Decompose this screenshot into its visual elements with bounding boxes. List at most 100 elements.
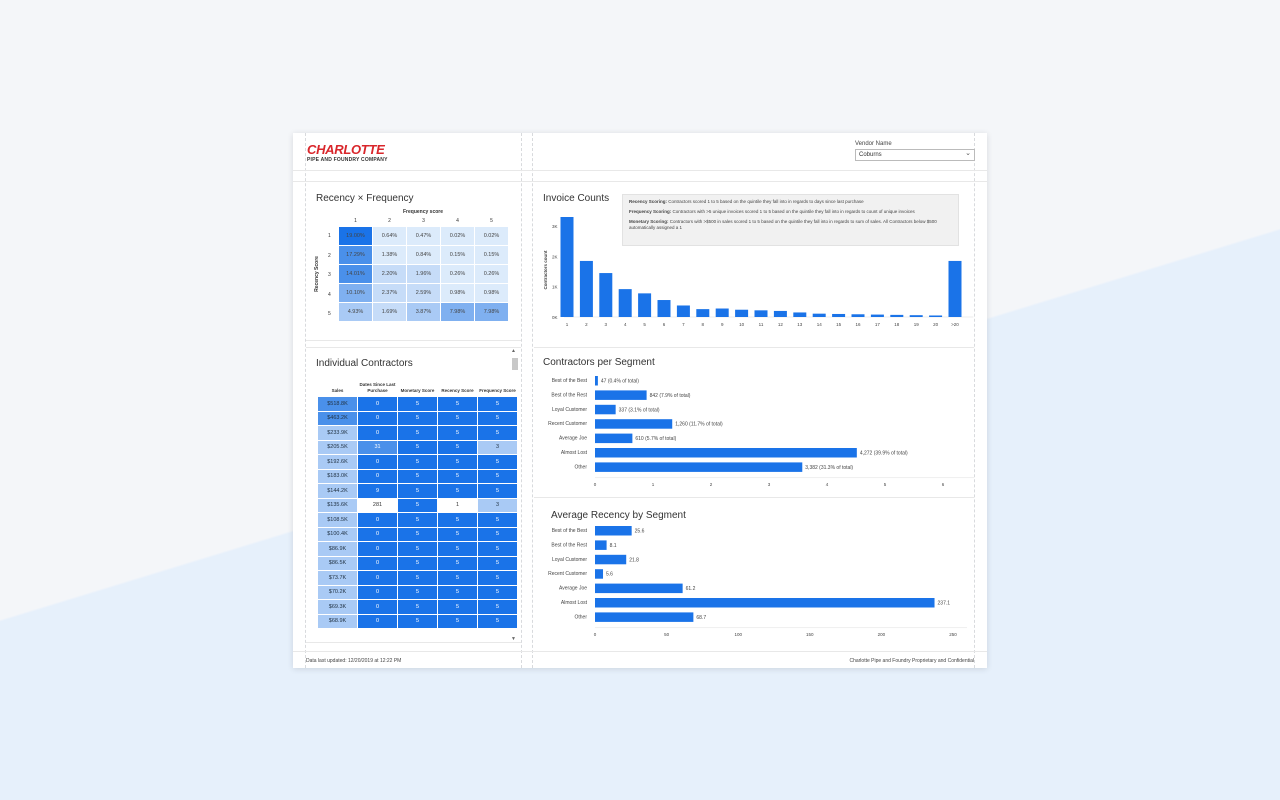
table-cell: 281 xyxy=(358,498,397,512)
table-row[interactable]: $518.8K 0 5 5 5 xyxy=(318,397,517,411)
table-cell: 5 xyxy=(438,542,477,556)
table-row[interactable]: $86.5K 0 5 5 5 xyxy=(318,556,517,570)
invoice-bar xyxy=(638,293,652,317)
invoice-bar xyxy=(870,314,884,317)
segment-bar xyxy=(595,404,616,415)
table-row[interactable]: $108.5K 0 5 5 5 xyxy=(318,513,517,527)
scoring-note-title: Monetary Scoring: xyxy=(629,219,669,224)
heatmap-cell: 0.98% xyxy=(475,284,508,302)
heatmap-row-label: 3 xyxy=(328,272,331,278)
table-cell: 5 xyxy=(438,484,477,498)
table-row[interactable]: $69.3K 0 5 5 5 xyxy=(318,600,517,614)
table-cell: 31 xyxy=(358,440,397,454)
guide-line xyxy=(974,133,975,668)
heatmap-cell: 2.59% xyxy=(407,284,440,302)
table-cell: 5 xyxy=(398,498,437,512)
chevron-down-icon[interactable]: ⌄ xyxy=(965,150,971,157)
x-tick-label: 250 xyxy=(949,632,957,637)
table-cell: 5 xyxy=(438,411,477,425)
category-label: Loyal Customer xyxy=(552,557,587,563)
panel-title: Invoice Counts xyxy=(543,193,610,204)
invoice-bar xyxy=(618,289,632,317)
heatmap-row: 14.01% 2.20% 1.96% 0.26% 0.26% xyxy=(339,265,508,283)
x-tick-label: 150 xyxy=(806,632,814,637)
recency-frequency-panel: Recency × Frequency Frequency score 1 2 3 4… xyxy=(306,183,521,341)
invoice-bar xyxy=(773,310,787,317)
heatmap-cell: 0.84% xyxy=(407,246,440,264)
vendor-select[interactable]: Coburns ⌄ xyxy=(855,149,975,161)
footer-divider xyxy=(293,651,987,652)
table-cell: 5 xyxy=(398,571,437,585)
scoring-note-text: Contractors with >5 unique invoices scor… xyxy=(671,209,915,214)
y-tick-label: 0K xyxy=(552,315,558,320)
segment-bar xyxy=(595,612,694,622)
table-cell: $73.7K xyxy=(318,571,357,585)
column-header[interactable]: Recency Score xyxy=(441,388,474,393)
column-header[interactable]: Monetary Score xyxy=(400,388,435,393)
table-cell: 5 xyxy=(438,585,477,599)
table-scrollbar[interactable]: ▲ ▼ xyxy=(511,348,518,642)
heatmap-cell: 0.64% xyxy=(373,227,406,245)
invoice-bar xyxy=(696,309,710,317)
heatmap-column-header: 1 xyxy=(354,218,357,224)
x-tick-label: 8 xyxy=(702,322,705,327)
data-label: 610 (5.7% of total) xyxy=(635,436,676,442)
table-cell: 5 xyxy=(478,411,517,425)
x-tick-label: >20 xyxy=(951,322,959,327)
table-cell: 5 xyxy=(478,542,517,556)
invoice-bar xyxy=(948,260,962,317)
x-tick-label: 17 xyxy=(875,322,881,327)
scroll-down-icon[interactable]: ▼ xyxy=(511,636,516,642)
x-tick-label: 11 xyxy=(759,322,764,327)
column-header[interactable]: Frequency Score xyxy=(479,388,516,393)
table-cell: 0 xyxy=(358,527,397,541)
last-updated-text: Data last updated: 12/20/2019 at 12:22 P… xyxy=(306,658,402,664)
table-row[interactable]: $192.6K 0 5 5 5 xyxy=(318,455,517,469)
table-cell: 5 xyxy=(438,513,477,527)
table-row[interactable]: $205.5K 31 5 5 3 xyxy=(318,440,517,454)
data-label: 337 (3.1% of total) xyxy=(619,407,660,413)
segment-bar xyxy=(595,390,647,400)
table-cell: 0 xyxy=(358,614,397,628)
category-label: Almost Lost xyxy=(561,600,588,606)
category-label: Best of the Rest xyxy=(551,542,587,548)
logo-subtext: PIPE AND FOUNDRY COMPANY xyxy=(307,157,388,163)
table-cell: 5 xyxy=(478,600,517,614)
table-cell: 0 xyxy=(358,411,397,425)
x-tick-label: 50 xyxy=(664,632,670,637)
table-row[interactable]: $135.6K 281 5 1 3 xyxy=(318,498,517,512)
x-tick-label: 4 xyxy=(624,322,627,327)
invoice-bar xyxy=(599,273,613,317)
invoice-bar xyxy=(676,305,690,317)
table-cell: 5 xyxy=(438,426,477,440)
x-tick-label: 6 xyxy=(942,482,945,487)
scoring-note-text: Contractors with >$500 in sales scored 1… xyxy=(629,219,937,230)
contractors-per-segment-panel: Contractors per Segment Best of the Best… xyxy=(534,349,974,498)
table-cell: 0 xyxy=(358,426,397,440)
table-row[interactable]: $100.4K 0 5 5 5 xyxy=(318,527,517,541)
table-row[interactable]: $86.9K 0 5 5 5 xyxy=(318,542,517,556)
table-cell: 5 xyxy=(478,484,517,498)
table-row[interactable]: $144.2K 9 5 5 5 xyxy=(318,484,517,498)
table-row[interactable]: $183.0K 0 5 5 5 xyxy=(318,469,517,483)
data-label: 237.1 xyxy=(938,601,951,607)
scrollbar-thumb[interactable] xyxy=(512,358,518,370)
x-tick-label: 20 xyxy=(933,322,939,327)
table-row[interactable]: $463.2K 0 5 5 5 xyxy=(318,411,517,425)
table-cell: 5 xyxy=(438,397,477,411)
column-header[interactable]: Dates Since Last Purchase xyxy=(359,382,396,393)
column-header[interactable]: Sales xyxy=(331,388,344,393)
category-label: Almost Lost xyxy=(561,450,588,456)
invoice-bar xyxy=(793,312,807,317)
table-cell: 5 xyxy=(478,614,517,628)
table-row[interactable]: $73.7K 0 5 5 5 xyxy=(318,571,517,585)
table-cell: 0 xyxy=(358,585,397,599)
table-cell: 5 xyxy=(478,469,517,483)
scroll-up-icon[interactable]: ▲ xyxy=(511,348,516,354)
table-row[interactable]: $68.9K 0 5 5 5 xyxy=(318,614,517,628)
category-label: Other xyxy=(574,464,587,470)
company-logo: CHARLOTTE PIPE AND FOUNDRY COMPANY xyxy=(307,143,388,163)
table-row[interactable]: $233.9K 0 5 5 5 xyxy=(318,426,517,440)
table-cell: $100.4K xyxy=(318,527,357,541)
table-row[interactable]: $70.2K 0 5 5 5 xyxy=(318,585,517,599)
